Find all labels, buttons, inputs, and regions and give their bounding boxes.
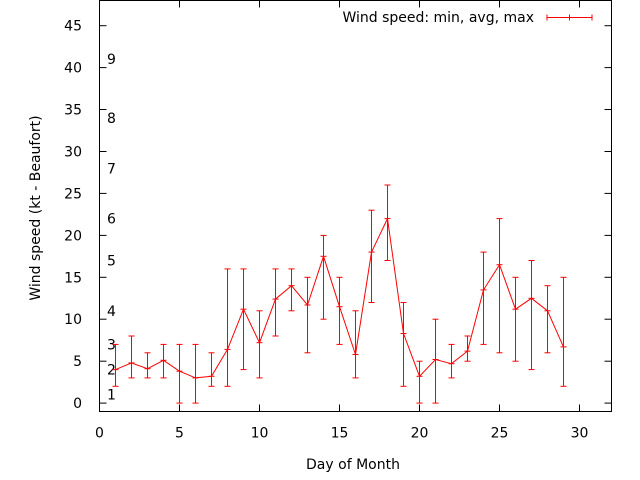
error-bar	[480, 251, 487, 345]
beaufort-scale-labels: 1 2 3 4 5 6 7 8 9	[107, 52, 116, 404]
beaufort-label: 5	[107, 254, 116, 270]
x-tick-label: 30	[571, 426, 589, 442]
error-bar	[368, 209, 375, 303]
x-tick-label: 25	[491, 426, 509, 442]
data-point	[464, 348, 471, 355]
x-tick-labels: 0 5 10 15 20 25 30	[95, 426, 588, 442]
data-point	[512, 306, 519, 313]
axis-ticks	[99, 0, 612, 412]
data-point	[416, 373, 423, 380]
data-point	[480, 286, 487, 293]
data-point	[304, 302, 311, 308]
data-point	[144, 365, 151, 372]
error-bar	[512, 276, 519, 362]
y-tick-labels: 0 5 10 15 20 25 30 35 40 45	[64, 19, 82, 412]
beaufort-label: 8	[107, 111, 116, 127]
data-point	[352, 351, 359, 358]
x-tick-label: 10	[251, 426, 269, 442]
data-point	[544, 307, 551, 314]
data-point	[192, 374, 199, 381]
error-bar	[304, 276, 311, 354]
error-bar	[240, 268, 247, 371]
beaufort-label: 9	[107, 52, 116, 68]
data-point	[400, 330, 407, 337]
error-bar	[544, 285, 551, 354]
data-point	[448, 360, 455, 367]
data-point	[112, 366, 119, 373]
x-tick-label: 5	[175, 426, 184, 442]
legend: Wind speed: min, avg, max	[342, 10, 593, 26]
error-bar	[320, 234, 327, 320]
beaufort-label: 6	[107, 212, 116, 228]
data-point	[528, 295, 535, 302]
error-bar	[288, 268, 295, 312]
data-point	[160, 357, 167, 364]
beaufort-label: 7	[107, 161, 116, 177]
error-bar	[560, 276, 567, 387]
y-tick-label: 30	[64, 145, 82, 161]
x-tick-label: 20	[411, 426, 429, 442]
y-tick-label: 40	[64, 61, 82, 77]
error-bar	[144, 352, 151, 379]
y-tick-label: 20	[64, 228, 82, 244]
error-bar	[192, 343, 199, 404]
error-bar	[112, 343, 119, 387]
data-points	[112, 215, 567, 381]
data-point	[560, 343, 567, 350]
y-axis-title: Wind speed (kt - Beaufort)	[28, 115, 44, 300]
error-bar	[336, 276, 343, 345]
data-point	[432, 356, 439, 363]
error-bar	[128, 335, 135, 379]
error-bar	[528, 260, 535, 371]
y-tick-label: 45	[64, 19, 82, 35]
x-tick-label: 15	[331, 426, 349, 442]
beaufort-label: 3	[107, 337, 116, 353]
data-point	[128, 359, 135, 366]
data-point	[288, 282, 295, 289]
error-bar	[496, 218, 503, 354]
x-axis-title: Day of Month	[306, 457, 400, 473]
data-point	[240, 306, 247, 313]
error-bar	[224, 268, 231, 387]
error-bar	[272, 268, 279, 337]
error-bars	[112, 184, 567, 404]
y-tick-label: 0	[73, 396, 82, 412]
error-bar	[384, 184, 391, 261]
data-point	[224, 346, 231, 353]
beaufort-label: 2	[107, 363, 116, 379]
error-bar	[352, 310, 359, 379]
legend-label: Wind speed: min, avg, max	[342, 10, 534, 26]
data-point	[256, 339, 263, 346]
error-bar	[208, 352, 215, 387]
y-tick-label: 15	[64, 270, 82, 286]
data-point	[176, 368, 183, 375]
data-point	[272, 296, 279, 303]
beaufort-label: 1	[107, 388, 116, 404]
y-tick-label: 35	[64, 103, 82, 119]
y-tick-label: 25	[64, 186, 82, 202]
legend-sample	[546, 14, 593, 21]
y-tick-label: 5	[73, 354, 82, 370]
x-tick-label: 0	[95, 426, 104, 442]
data-point	[384, 215, 391, 222]
plot-frame	[99, 0, 612, 412]
data-point	[208, 373, 215, 380]
beaufort-label: 4	[107, 304, 116, 320]
data-point	[336, 303, 343, 310]
error-bar	[400, 302, 407, 387]
data-point	[496, 261, 503, 268]
data-point	[320, 253, 327, 260]
y-tick-label: 10	[64, 312, 82, 328]
data-point	[368, 249, 375, 256]
error-bar	[416, 360, 423, 404]
